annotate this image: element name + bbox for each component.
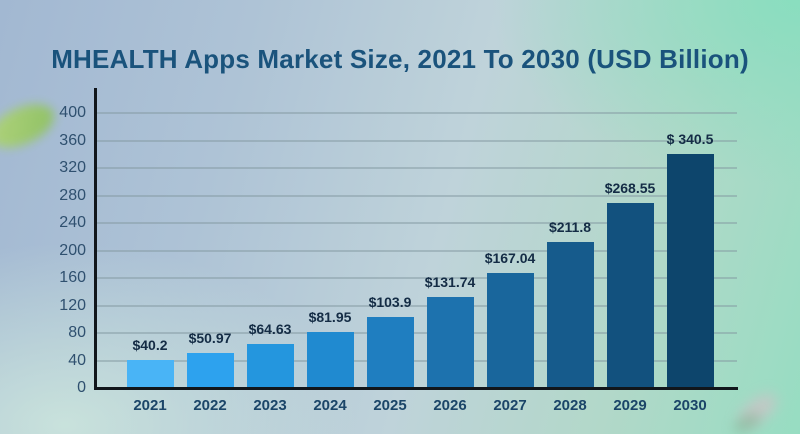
gridline (97, 139, 737, 142)
bar-2024 (306, 331, 354, 388)
x-tick-label: 2022 (193, 397, 227, 414)
x-axis (94, 387, 738, 390)
x-tick-label: 2030 (673, 397, 707, 414)
gridline (97, 359, 737, 362)
x-tick-label: 2021 (133, 397, 167, 414)
gridline (97, 167, 737, 169)
gridline (97, 249, 737, 252)
bar-2025 (366, 316, 414, 388)
x-tick-label: 2028 (553, 397, 587, 414)
bar-value-label: $103.9 (368, 293, 412, 310)
y-tick-label: 400 (59, 104, 86, 121)
bar-2029 (606, 203, 654, 388)
x-tick-label: 2025 (373, 397, 407, 414)
x-tick-label: 2023 (253, 397, 287, 414)
chart-title: MHEALTH Apps Market Size, 2021 To 2030 (… (51, 44, 749, 74)
y-tick-label: 320 (59, 159, 86, 176)
x-tick-label: 2027 (493, 397, 527, 414)
gridline (97, 222, 737, 224)
y-tick-label: 360 (59, 131, 86, 149)
bar-value-label: $131.74 (424, 274, 476, 291)
bar-value-label: $167.04 (484, 250, 536, 267)
bar-2030 (666, 153, 714, 388)
bar-value-label: $81.95 (308, 308, 352, 325)
bar-value-label: $211.8 (548, 219, 592, 236)
x-tick-label: 2029 (613, 397, 647, 414)
y-tick-label: 200 (59, 241, 86, 259)
bar-value-label: $268.55 (604, 180, 656, 197)
bar-2026 (426, 297, 474, 388)
bar-value-label: $64.63 (248, 320, 292, 337)
y-tick-label: 80 (68, 324, 86, 341)
gridline (97, 332, 737, 334)
x-tick-label: 2024 (313, 397, 347, 414)
y-axis (94, 88, 97, 390)
y-tick-label: 160 (59, 269, 86, 286)
gridline (97, 277, 737, 279)
bar-2027 (486, 273, 534, 388)
bar-2021 (126, 360, 174, 388)
y-tick-label: 0 (77, 379, 86, 396)
bar-2023 (246, 343, 294, 388)
bar-value-label: $ 340.5 (666, 130, 714, 147)
y-tick-label: 120 (59, 296, 86, 314)
bar-2028 (546, 242, 594, 388)
y-tick-label: 280 (59, 186, 86, 204)
y-tick-label: 240 (59, 214, 86, 231)
gridline (97, 112, 737, 114)
gridline (97, 304, 737, 307)
x-tick-label: 2026 (433, 397, 467, 414)
bar-value-label: $50.97 (188, 329, 232, 346)
bar-value-label: $40.2 (132, 337, 168, 354)
y-tick-label: 40 (68, 351, 86, 369)
gridline (97, 194, 737, 197)
bar-2022 (186, 352, 234, 388)
